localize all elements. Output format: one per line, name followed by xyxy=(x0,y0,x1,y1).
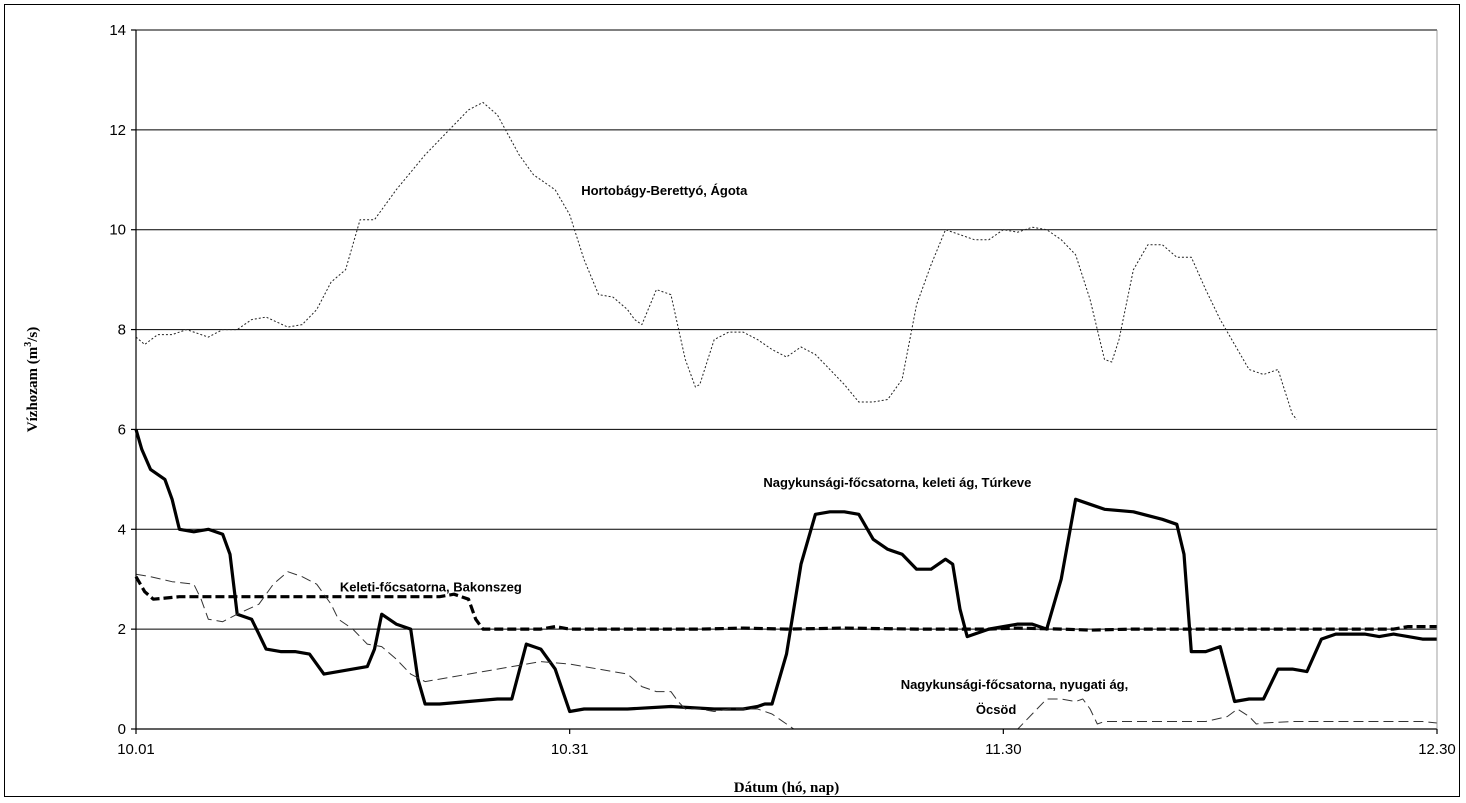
y-axis-title-end: /s) xyxy=(25,327,41,343)
series-line-1 xyxy=(135,101,1298,420)
y-tick-label-4: 4 xyxy=(118,521,126,538)
x-tick-label-10.01: 10.01 xyxy=(117,741,155,758)
x-tick-label-11.30: 11.30 xyxy=(985,741,1021,758)
series-annotation-5: Öcsöd xyxy=(976,702,1017,717)
x-axis-title: Dátum (hó, nap) xyxy=(734,780,839,796)
y-tick-label-8: 8 xyxy=(118,322,126,339)
y-tick-labels: 0 2 4 6 8 10 12 14 xyxy=(109,22,126,738)
y-tick-label-12: 12 xyxy=(109,122,126,139)
series-annotation-1: Hortobágy-Berettyó, Ágota xyxy=(581,183,748,198)
y-axis-title: Vízhozam (m3/s) xyxy=(23,327,41,432)
series-annotation-3: Keleti-főcsatorna, Bakonszeg xyxy=(340,580,522,595)
axes xyxy=(131,29,1438,734)
chart-frame xyxy=(4,4,1460,797)
x-tick-label-12.30: 12.30 xyxy=(1418,741,1456,758)
gridlines xyxy=(136,29,1437,630)
y-tick-label-0: 0 xyxy=(118,721,126,738)
series-line-3 xyxy=(134,575,1437,632)
series-annotation-4: Nagykunsági-főcsatorna, nyugati ág, xyxy=(901,677,1129,692)
annotations: Hortobágy-Berettyó, Ágota Nagykunsági-főc… xyxy=(340,183,1128,717)
y-axis-title-sup: 3 xyxy=(23,342,34,347)
y-tick-label-14: 14 xyxy=(109,22,126,39)
y-tick-label-2: 2 xyxy=(118,621,126,638)
x-tick-label-10.31: 10.31 xyxy=(551,741,589,758)
y-tick-label-6: 6 xyxy=(118,421,126,438)
y-axis-title-base: Vízhozam (m xyxy=(25,346,41,432)
series-line-4 xyxy=(135,571,1438,730)
series-layer xyxy=(134,101,1438,730)
series-annotation-2: Nagykunsági-főcsatorna, keleti ág, Túrke… xyxy=(763,475,1031,490)
x-tick-labels: 10.01 10.31 11.30 12.30 xyxy=(117,741,1456,758)
y-tick-label-10: 10 xyxy=(109,222,126,239)
series-line-2 xyxy=(134,428,1437,714)
